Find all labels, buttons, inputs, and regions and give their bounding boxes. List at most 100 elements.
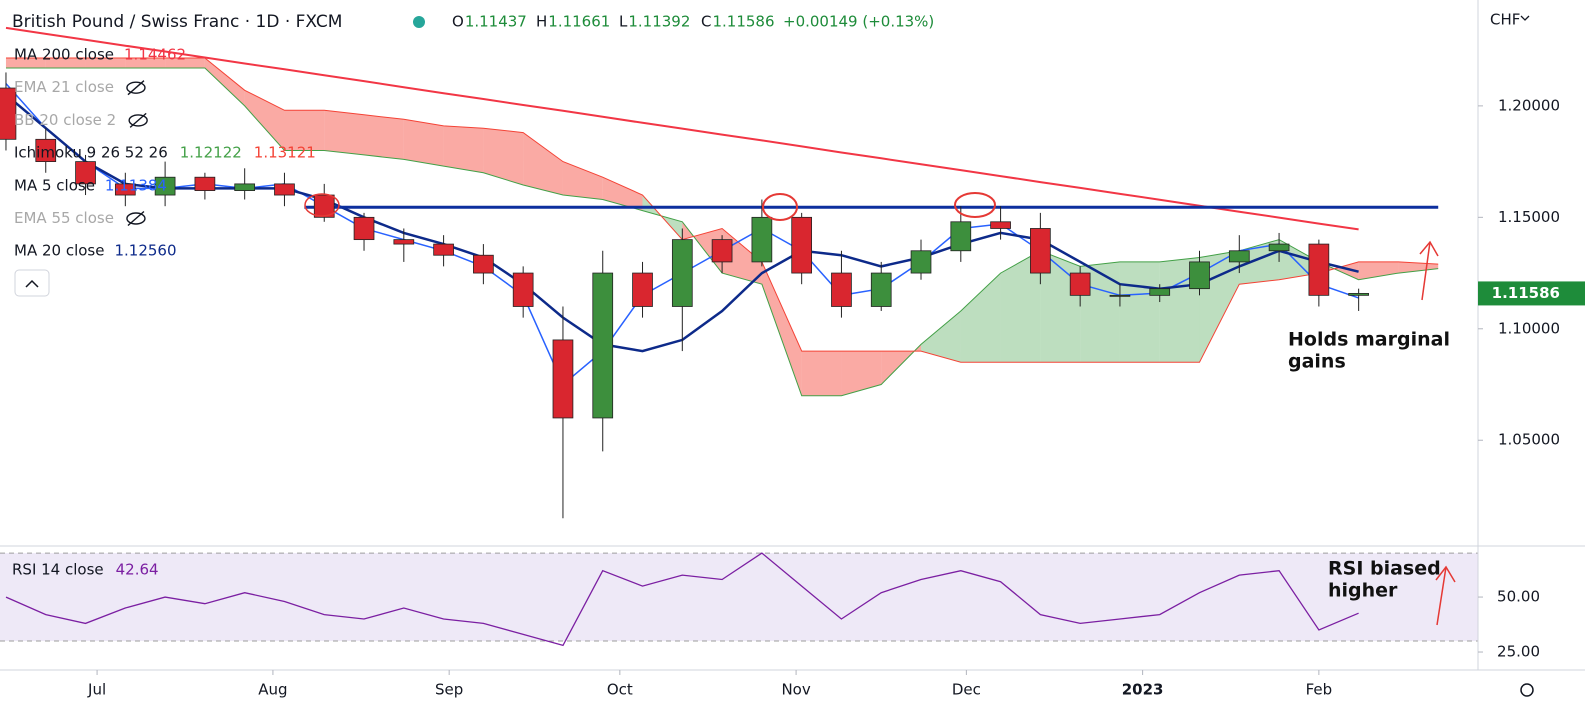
legend-value: 42.64 xyxy=(116,561,159,579)
y-tick-label: 25.00 xyxy=(1497,643,1540,661)
candle-body xyxy=(0,87,17,140)
y-tick-label: 1.10000 xyxy=(1498,319,1560,337)
eye xyxy=(128,114,148,127)
rsi-pane xyxy=(0,552,1478,647)
legend-name: MA 20 close xyxy=(14,242,104,260)
chevron-icon xyxy=(25,279,39,288)
candle-body xyxy=(1030,228,1051,274)
ichimoku-cloud xyxy=(204,57,245,106)
ichimoku-cloud xyxy=(1318,261,1359,280)
legend-name: Ichimoku 9 26 52 26 xyxy=(14,144,168,162)
up-arrow xyxy=(1419,240,1439,301)
ichimoku-cloud xyxy=(5,57,46,68)
candle-body xyxy=(950,221,972,252)
legend-name: BB 20 close 2 xyxy=(14,111,116,129)
ichimoku-cloud xyxy=(364,114,404,160)
candle-body xyxy=(751,216,773,263)
ohlc-value: 1.11392 xyxy=(628,13,690,31)
highlight-circle xyxy=(304,193,340,217)
candle-body xyxy=(1109,294,1131,297)
legend-value: 1.14462 xyxy=(124,46,186,64)
ichimoku-cloud xyxy=(1358,261,1399,280)
rsi-line xyxy=(5,552,1359,647)
ohlc-label: L xyxy=(619,13,628,31)
ohlc-label: H xyxy=(536,13,547,31)
ichimoku-cloud xyxy=(165,57,205,68)
legend-name: EMA 21 close xyxy=(14,78,114,96)
last-price-tag xyxy=(1478,281,1585,306)
legend-value: 1.12122 xyxy=(180,144,242,162)
ichimoku-cloud xyxy=(85,57,126,68)
candle-body xyxy=(473,254,494,274)
hidden-eye-icon xyxy=(126,210,146,227)
ichimoku-cloud xyxy=(1000,250,1041,363)
candle-body xyxy=(1069,272,1091,296)
y-tick-label: 1.15000 xyxy=(1498,208,1560,226)
hidden-eye-icon xyxy=(126,80,146,96)
candle-body xyxy=(990,221,1011,229)
candle-body xyxy=(910,250,932,274)
ichimoku-span-b xyxy=(6,57,1439,363)
candle-body xyxy=(274,183,295,196)
rsi-band xyxy=(0,553,1478,642)
ichimoku-cloud xyxy=(562,161,603,200)
candle-body xyxy=(114,183,136,196)
ohlc-value: 1.11661 xyxy=(548,13,610,31)
candle-body xyxy=(512,272,534,307)
candle-body xyxy=(353,216,375,241)
x-tick-label: Feb xyxy=(1306,681,1333,699)
ichimoku-cloud xyxy=(324,110,365,155)
price-pane xyxy=(0,26,1439,519)
ohlc-value: 1.11586 xyxy=(712,13,774,31)
x-tick-label: Sep xyxy=(435,681,463,699)
x-tick-label: 2023 xyxy=(1122,681,1164,699)
candle-body xyxy=(791,216,813,274)
price-change: +0.00149 (+0.13%) xyxy=(783,13,934,31)
dropdown-icon[interactable] xyxy=(1520,15,1530,21)
candle-body xyxy=(234,183,256,191)
annotation: higher xyxy=(1328,580,1398,602)
ichimoku-cloud xyxy=(1398,261,1439,274)
candle-body xyxy=(393,239,415,245)
ichimoku-cloud xyxy=(443,125,484,173)
x-tick-label: Oct xyxy=(607,681,633,699)
last-price-label: 1.11586 xyxy=(1492,284,1560,302)
ichimoku-cloud xyxy=(284,110,325,151)
ichimoku-cloud xyxy=(1119,261,1160,363)
market-status-dot xyxy=(413,16,425,28)
ohlc-label: O xyxy=(452,13,464,31)
candle-body xyxy=(75,161,96,185)
candle-body xyxy=(870,272,892,307)
legend-name: RSI 14 close xyxy=(12,561,104,579)
ohlc-value: 1.11437 xyxy=(465,13,527,31)
candle-body xyxy=(1189,261,1210,290)
x-tick-label: Aug xyxy=(258,681,287,699)
candle-body xyxy=(831,272,852,307)
candle-body xyxy=(711,239,733,263)
annotation: RSI biased xyxy=(1328,558,1441,580)
ichimoku-cloud xyxy=(921,310,961,363)
ichimoku-cloud xyxy=(841,351,882,396)
ichimoku-cloud xyxy=(960,273,1001,363)
moving-average xyxy=(5,26,1359,231)
legend-name: MA 200 close xyxy=(14,46,114,64)
highlight-circle xyxy=(762,193,798,221)
collapse-legend-button[interactable] xyxy=(14,269,50,297)
candle-body xyxy=(35,138,57,163)
ichimoku-cloud xyxy=(801,351,842,396)
candle-body xyxy=(1268,243,1290,252)
legend-value: 1.11384 xyxy=(105,176,167,194)
x-tick-label: Dec xyxy=(952,681,981,699)
ohlc-label: C xyxy=(701,13,711,31)
candle-body xyxy=(1308,243,1330,296)
eye-slash xyxy=(129,112,147,128)
highlight-circle xyxy=(954,192,996,218)
candle-body xyxy=(433,243,454,256)
settings-icon[interactable] xyxy=(1520,683,1534,697)
candle-body xyxy=(552,339,574,419)
ichimoku-cloud xyxy=(761,261,802,396)
ichimoku-cloud xyxy=(125,57,166,68)
chart-title: British Pound / Swiss Franc · 1D · FXCM xyxy=(12,12,342,32)
